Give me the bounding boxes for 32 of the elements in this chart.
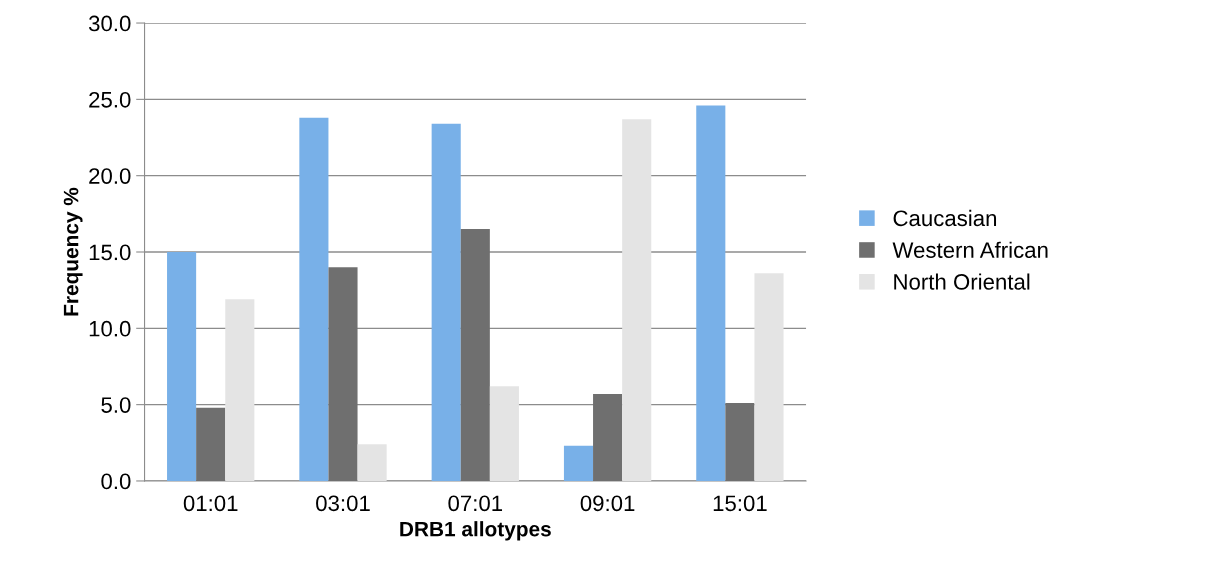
x-tick-label: 03:01 bbox=[316, 495, 370, 512]
bar bbox=[328, 267, 358, 481]
y-tick-label: 0.0 bbox=[101, 473, 131, 490]
legend-label: Caucasian bbox=[893, 209, 997, 227]
bar bbox=[357, 444, 387, 481]
bar bbox=[167, 252, 197, 481]
y-tick-label: 5.0 bbox=[101, 397, 131, 413]
y-axis-title: Frequency % bbox=[63, 187, 83, 316]
legend-label: Western African bbox=[892, 241, 1048, 258]
y-tick-label: 20.0 bbox=[89, 168, 131, 184]
x-axis-title: DRB1 allotypes bbox=[400, 521, 551, 541]
y-tick-label: 10.0 bbox=[89, 320, 131, 337]
legend-label: North Oriental bbox=[894, 273, 1030, 290]
bar bbox=[696, 105, 726, 481]
bar bbox=[489, 386, 519, 481]
bar bbox=[431, 123, 461, 481]
bar bbox=[622, 119, 652, 481]
x-tick-label: 07:01 bbox=[448, 495, 503, 512]
bar bbox=[754, 273, 784, 481]
bar bbox=[196, 407, 226, 481]
bar bbox=[299, 117, 329, 481]
bar bbox=[725, 403, 755, 481]
x-tick-label: 15:01 bbox=[713, 495, 767, 512]
bar bbox=[460, 229, 490, 481]
y-tick-label: 15.0 bbox=[89, 244, 131, 261]
x-tick-label: 01:01 bbox=[183, 495, 238, 512]
y-tick-label: 30.0 bbox=[88, 15, 131, 32]
bar bbox=[563, 445, 594, 481]
x-tick-label: 09:01 bbox=[580, 495, 635, 512]
y-tick-label: 25.0 bbox=[89, 91, 131, 108]
bar bbox=[225, 299, 255, 481]
bar bbox=[593, 393, 623, 481]
